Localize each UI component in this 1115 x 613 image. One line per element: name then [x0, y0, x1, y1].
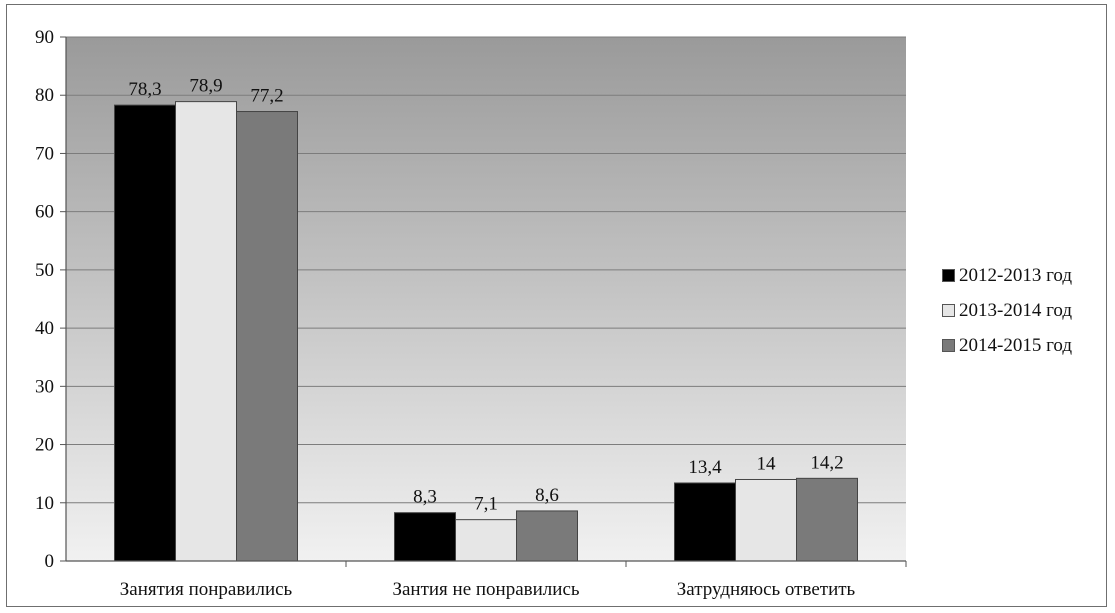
data-label: 14 [757, 453, 777, 474]
bar [394, 512, 456, 562]
bar [735, 478, 797, 562]
bar [796, 477, 858, 562]
bar [516, 510, 578, 562]
bars [114, 101, 858, 562]
legend-item-2012-2013: 2012-2013 год [942, 262, 1112, 289]
legend-item-2014-2015: 2014-2015 год [942, 332, 1112, 359]
legend-label-2012-2013: 2012-2013 год [959, 264, 1073, 286]
legend-swatch-2014-2015 [942, 339, 955, 352]
data-label: 13,4 [688, 457, 722, 478]
bar [674, 482, 736, 562]
data-label: 7,1 [474, 494, 498, 515]
data-label: 8,3 [413, 487, 437, 508]
bar [236, 111, 298, 562]
y-tick-label: 90 [35, 27, 54, 48]
y-tick-label: 20 [35, 435, 54, 456]
y-tick-label: 40 [35, 318, 54, 339]
legend-label-2013-2014: 2013-2014 год [959, 299, 1073, 321]
data-label: 77,2 [250, 86, 283, 107]
y-tick-label: 10 [35, 493, 54, 514]
legend-swatch-2013-2014 [942, 304, 955, 317]
bar [114, 104, 176, 562]
data-label: 14,2 [810, 452, 843, 473]
x-tick-label: Зантия не понравились [392, 579, 579, 600]
legend-item-2013-2014: 2013-2014 год [942, 297, 1112, 324]
bar [175, 101, 237, 562]
data-labels: 78,3 78,9 77,2 8,3 7,1 8,6 13,4 14 14,2 [128, 76, 843, 515]
bar [455, 519, 517, 562]
y-tick-label: 30 [35, 376, 54, 397]
legend: 2012-2013 год 2013-2014 год 2014-2015 го… [942, 262, 1112, 367]
x-tick-label: Затрудняюсь ответить [677, 579, 856, 600]
data-label: 78,3 [128, 79, 161, 100]
data-label: 78,9 [189, 76, 222, 97]
y-tick-label: 50 [35, 260, 54, 281]
legend-label-2014-2015: 2014-2015 год [959, 334, 1073, 356]
legend-swatch-2012-2013 [942, 269, 955, 282]
y-tick-label: 0 [45, 551, 55, 572]
x-tick-label: Занятия понравились [120, 579, 293, 600]
y-tick-label: 60 [35, 202, 54, 223]
y-tick-label: 70 [35, 143, 54, 164]
data-label: 8,6 [535, 485, 559, 506]
y-tick-label: 80 [35, 85, 54, 106]
axes: 0 10 20 30 40 50 60 70 80 90 Занятия понравились За… [35, 27, 907, 600]
